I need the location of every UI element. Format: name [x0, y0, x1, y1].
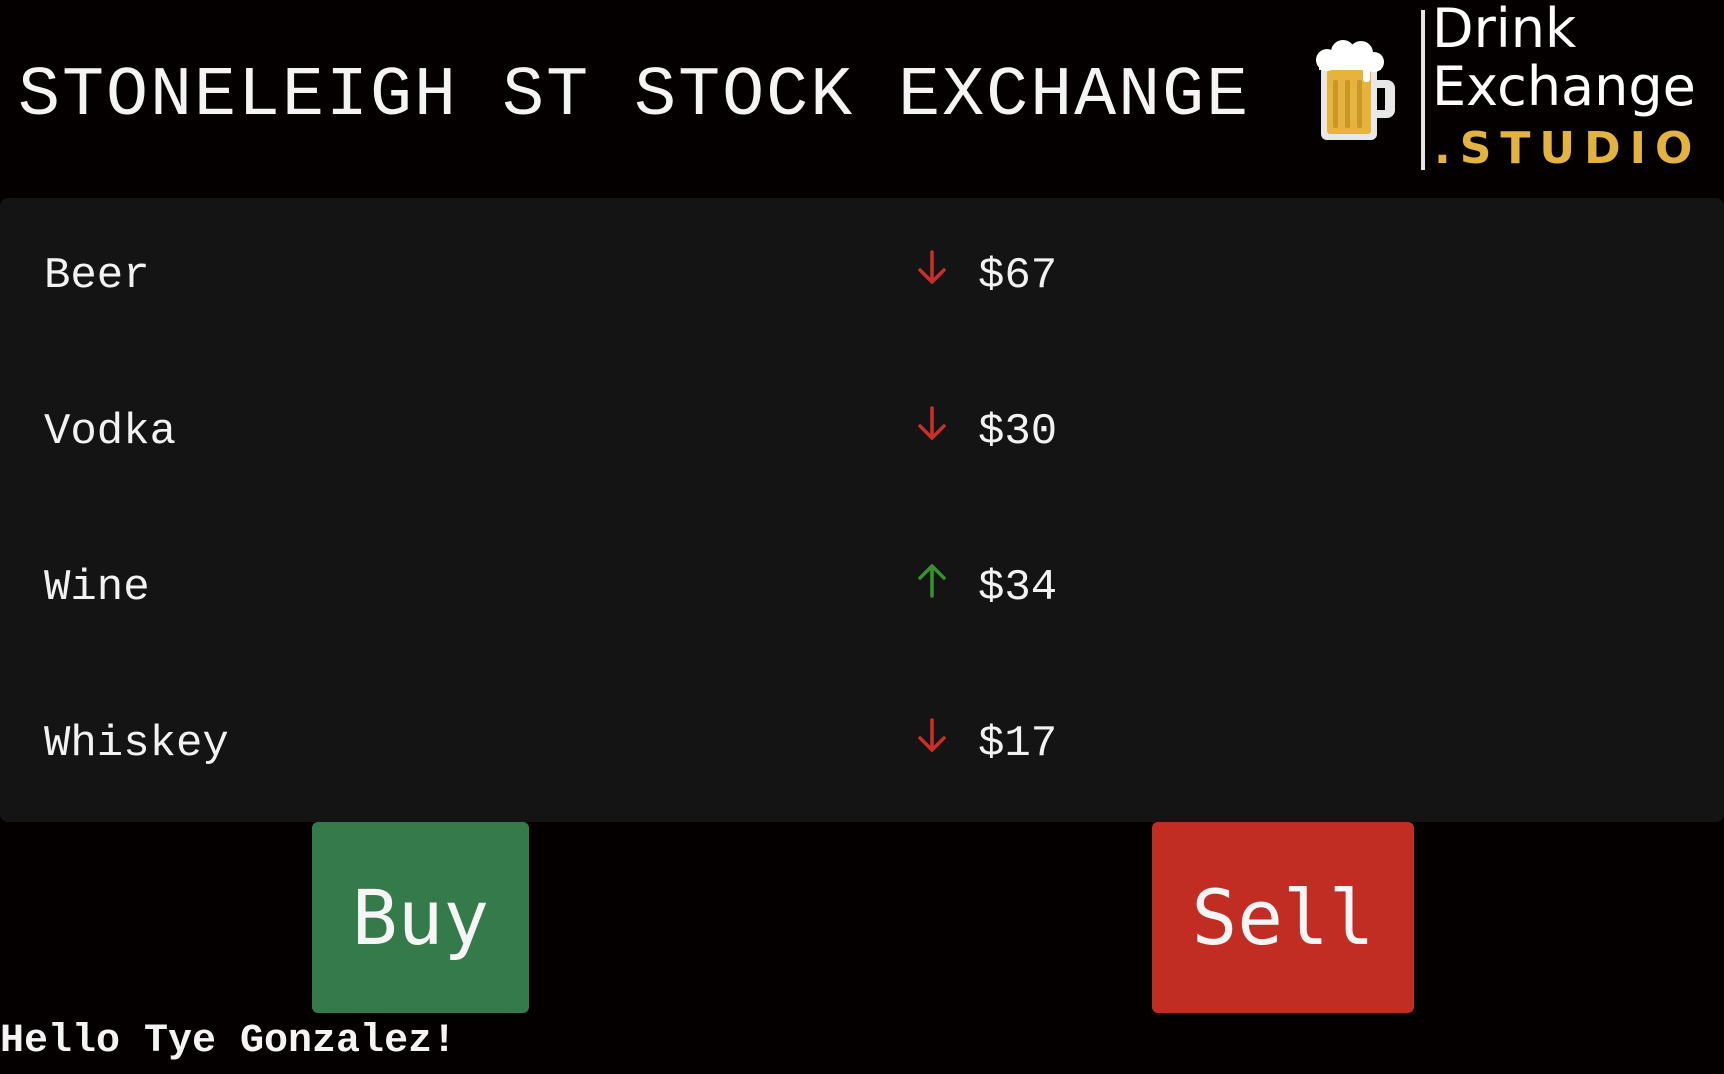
arrow-up-icon	[918, 564, 946, 598]
drink-price: $34	[978, 563, 1058, 613]
arrow-down-icon	[918, 406, 946, 440]
drink-price: $17	[978, 719, 1058, 769]
table-row[interactable]: Vodka $30	[0, 354, 1724, 510]
logo-divider	[1421, 10, 1425, 170]
drink-price: $30	[978, 407, 1058, 457]
brand-logo: Drink Exchange .STUDIO	[1310, 0, 1724, 175]
arrow-down-icon	[918, 250, 946, 284]
logo-text-drink: Drink	[1432, 0, 1577, 60]
logo-text-studio: .STUDIO	[1434, 123, 1702, 174]
drink-name: Vodka	[44, 407, 177, 457]
drink-price-table: Beer $67 Vodka $30 Wine $34 Whiskey $17	[0, 198, 1724, 822]
table-row[interactable]: Whiskey $17	[0, 666, 1724, 822]
drink-name: Beer	[44, 251, 150, 301]
sell-button[interactable]: Sell	[1152, 822, 1414, 1013]
beer-mug-icon	[1316, 40, 1395, 140]
drink-price: $67	[978, 251, 1058, 301]
table-row[interactable]: Wine $34	[0, 510, 1724, 666]
page-title: STONELEIGH ST STOCK EXCHANGE	[18, 57, 1251, 136]
logo-text-exchange: Exchange	[1432, 55, 1696, 118]
user-greeting: Hello Tye Gonzalez!	[0, 1019, 457, 1064]
drink-name: Whiskey	[44, 719, 229, 769]
drink-name: Wine	[44, 563, 150, 613]
buy-button[interactable]: Buy	[312, 822, 529, 1013]
table-row[interactable]: Beer $67	[0, 198, 1724, 354]
arrow-down-icon	[918, 718, 946, 752]
